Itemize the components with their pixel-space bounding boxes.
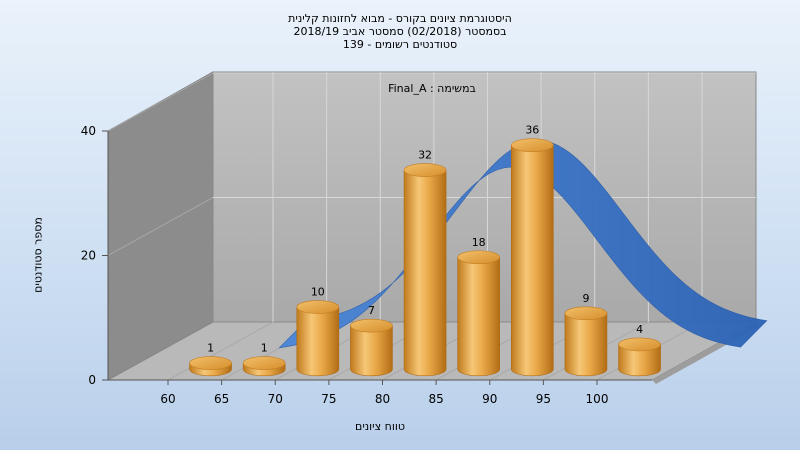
grid-line-side xyxy=(107,197,214,256)
bar-cap xyxy=(189,356,232,370)
bar-cap xyxy=(457,250,500,265)
bar xyxy=(564,306,608,377)
bar xyxy=(403,163,447,377)
x-tick-label: 80 xyxy=(375,392,390,406)
x-tick-label: 70 xyxy=(268,392,283,406)
x-tick-label: 60 xyxy=(160,392,175,406)
bar xyxy=(296,300,340,377)
bar-cap xyxy=(618,337,661,352)
bar-cap xyxy=(296,300,340,314)
bar-value-label: 9 xyxy=(582,292,589,305)
chart-title-line-1: היסטוגרמת ציונים בקורס - מבוא לחזונות קל… xyxy=(288,12,512,25)
bar-value-label: 18 xyxy=(472,236,486,249)
bar-cap xyxy=(511,138,554,152)
bar xyxy=(350,318,393,377)
y-tick-label: 0 xyxy=(88,373,96,387)
x-tick-label: 100 xyxy=(586,392,609,406)
bar xyxy=(457,250,500,377)
bar-body xyxy=(457,256,500,377)
x-tick-label: 75 xyxy=(321,392,336,406)
x-tick-label: 85 xyxy=(428,392,443,406)
grid-line-side xyxy=(107,72,214,132)
bar-value-label: 36 xyxy=(525,124,539,137)
bar-body xyxy=(511,144,554,377)
bar-cap xyxy=(403,163,447,177)
y-tick-label: 20 xyxy=(81,249,96,263)
bar-body xyxy=(350,325,393,377)
bar-body xyxy=(564,312,608,377)
bar-value-label: 10 xyxy=(311,286,325,299)
bar-body xyxy=(403,169,447,377)
x-axis-label-text: טווח ציונים xyxy=(355,420,405,433)
x-tick-label: 90 xyxy=(482,392,497,406)
chart-title-line-3: סטודנטים רשומים - 139 xyxy=(342,38,458,51)
bar xyxy=(242,356,286,377)
bar-value-label: 1 xyxy=(261,342,268,355)
y-axis-label: מספר סטודנטים xyxy=(31,217,45,293)
bar-cap xyxy=(350,318,393,333)
bar-cap xyxy=(564,306,608,321)
chart-title-line-2: בסמסטר (02/2018) סמסטר אביב 2018/19 xyxy=(293,25,507,38)
bar-value-label: 1 xyxy=(207,342,214,355)
bar-value-label: 32 xyxy=(418,149,432,162)
x-tick-label: 65 xyxy=(214,392,229,406)
bar-value-label: 4 xyxy=(636,323,643,336)
floor-grid-line xyxy=(167,321,274,381)
bar-body xyxy=(618,344,661,377)
bar xyxy=(618,337,661,377)
bar-value-label: 7 xyxy=(368,304,375,317)
bar-cap xyxy=(242,356,286,370)
bar xyxy=(511,138,554,377)
chart-annotation: Final_A : במשימה xyxy=(388,82,476,95)
y-tick-label: 40 xyxy=(81,124,96,138)
bar xyxy=(189,356,232,377)
x-tick-label: 95 xyxy=(536,392,551,406)
bar-body xyxy=(296,306,340,377)
